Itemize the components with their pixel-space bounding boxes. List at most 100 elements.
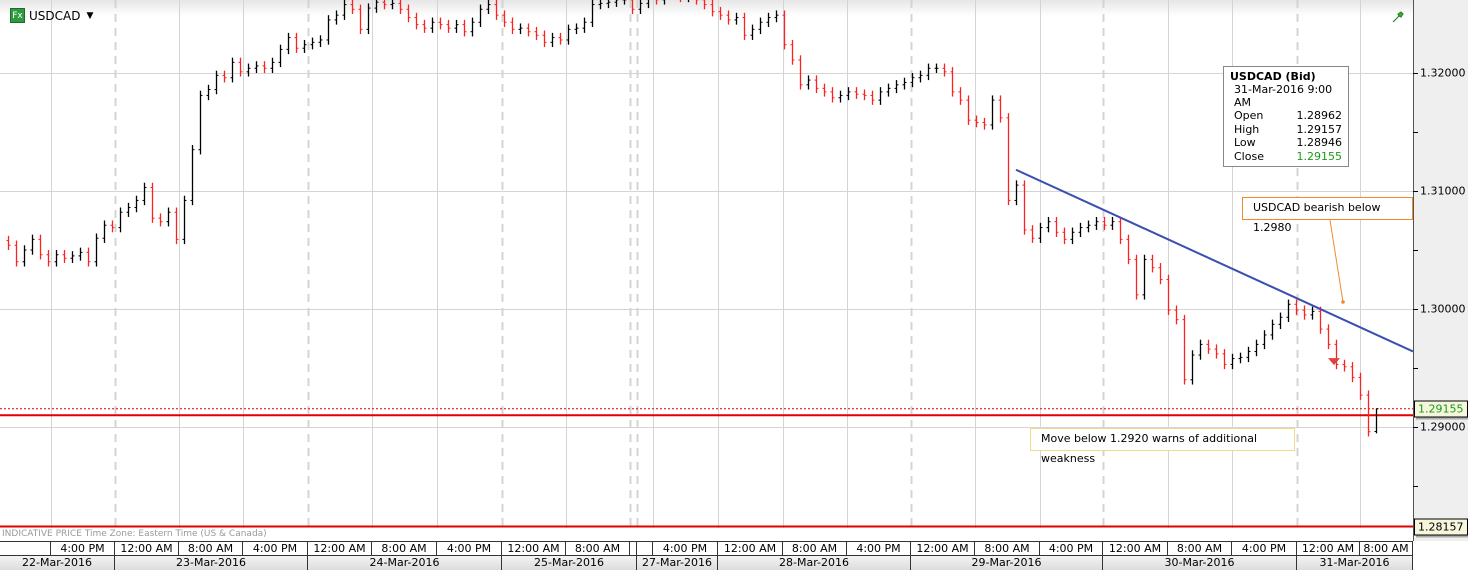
ohlc-bar[interactable] [942, 63, 947, 77]
ohlc-bar[interactable] [278, 44, 283, 68]
ohlc-bar[interactable] [134, 195, 139, 213]
ohlc-bar[interactable] [742, 12, 747, 40]
ohlc-bar[interactable] [1238, 352, 1243, 364]
ohlc-bar[interactable] [294, 32, 299, 53]
ohlc-bar[interactable] [662, 0, 667, 5]
ohlc-bar[interactable] [846, 87, 851, 101]
ohlc-bar[interactable] [766, 12, 771, 27]
ohlc-bar[interactable] [1358, 372, 1363, 400]
ohlc-bar[interactable] [926, 63, 931, 81]
ohlc-bar[interactable] [534, 26, 539, 40]
ohlc-bar[interactable] [1158, 262, 1163, 285]
ohlc-bar[interactable] [150, 182, 155, 223]
ohlc-bar[interactable] [22, 245, 27, 267]
ohlc-bar[interactable] [342, 0, 347, 20]
ohlc-bar[interactable] [334, 10, 339, 25]
ohlc-bar[interactable] [1118, 216, 1123, 245]
ohlc-bar[interactable] [854, 87, 859, 99]
ohlc-bar[interactable] [286, 32, 291, 55]
ohlc-bar[interactable] [510, 17, 515, 35]
ohlc-bar[interactable] [198, 90, 203, 155]
ohlc-bar[interactable] [702, 0, 707, 10]
price-chart[interactable] [0, 0, 1413, 541]
ohlc-bar[interactable] [822, 83, 827, 97]
ohlc-bar[interactable] [46, 250, 51, 267]
ohlc-bar[interactable] [982, 117, 987, 130]
ohlc-bar[interactable] [774, 10, 779, 23]
ohlc-bar[interactable] [1342, 359, 1347, 372]
ohlc-bar[interactable] [422, 19, 427, 33]
ohlc-bar[interactable] [1062, 227, 1067, 245]
ohlc-bar[interactable] [1102, 216, 1107, 230]
ohlc-bar[interactable] [238, 57, 243, 77]
ohlc-bar[interactable] [1206, 339, 1211, 354]
ohlc-bar[interactable] [814, 75, 819, 94]
ohlc-bar[interactable] [630, 0, 635, 14]
ohlc-bar[interactable] [1270, 319, 1275, 340]
ohlc-bar[interactable] [974, 115, 979, 128]
ohlc-bar[interactable] [590, 0, 595, 27]
ohlc-bar[interactable] [142, 182, 147, 206]
ohlc-bar[interactable] [870, 90, 875, 105]
ohlc-bar[interactable] [750, 24, 755, 40]
ohlc-bar[interactable] [94, 233, 99, 267]
ohlc-bar[interactable] [438, 17, 443, 30]
ohlc-bar[interactable] [270, 57, 275, 73]
ohlc-bar[interactable] [950, 67, 955, 97]
ohlc-bar[interactable] [646, 0, 651, 9]
ohlc-bar[interactable] [998, 95, 1003, 123]
caret-down-icon[interactable]: ▼ [86, 10, 94, 21]
ohlc-bar[interactable] [230, 57, 235, 83]
ohlc-bar[interactable] [518, 23, 523, 35]
ohlc-bar[interactable] [934, 63, 939, 73]
ohlc-bar[interactable] [687, 0, 691, 3]
ohlc-bar[interactable] [366, 3, 371, 35]
ohlc-bar[interactable] [1142, 254, 1147, 300]
ohlc-bar[interactable] [1190, 350, 1195, 385]
ohlc-bar[interactable] [1254, 339, 1259, 357]
ohlc-bar[interactable] [102, 220, 107, 243]
ohlc-bar[interactable] [1374, 408, 1379, 434]
ohlc-bar[interactable] [1366, 390, 1371, 437]
symbol-selector[interactable]: Fx USDCAD ▼ [10, 8, 93, 23]
ohlc-bar[interactable] [310, 37, 315, 50]
ohlc-bar[interactable] [838, 90, 843, 103]
ohlc-bar[interactable] [502, 10, 507, 27]
ohlc-bar[interactable] [1030, 225, 1035, 243]
ohlc-bar[interactable] [390, 0, 395, 10]
ohlc-bar[interactable] [1078, 222, 1083, 238]
ohlc-bar[interactable] [1198, 339, 1203, 360]
ohlc-bar[interactable] [38, 234, 43, 260]
ohlc-bar[interactable] [222, 70, 227, 83]
ohlc-bar[interactable] [1182, 314, 1187, 385]
ohlc-bar[interactable] [174, 207, 179, 245]
ohlc-bar[interactable] [598, 0, 603, 10]
ohlc-bar[interactable] [886, 83, 891, 97]
ohlc-bar[interactable] [526, 23, 531, 37]
ohlc-bar[interactable] [166, 207, 171, 227]
ohlc-bar[interactable] [910, 73, 915, 88]
ohlc-bar[interactable] [182, 195, 187, 245]
ohlc-bar[interactable] [1230, 353, 1235, 370]
ohlc-bar[interactable] [1334, 339, 1339, 370]
ohlc-bar[interactable] [190, 144, 195, 206]
ohlc-bar[interactable] [462, 19, 467, 37]
ohlc-bar[interactable] [6, 235, 11, 250]
ohlc-bar[interactable] [62, 250, 67, 263]
ohlc-bar[interactable] [1350, 362, 1355, 383]
ohlc-bar[interactable] [606, 0, 611, 9]
ohlc-bar[interactable] [1166, 274, 1171, 315]
ohlc-bar[interactable] [158, 213, 163, 227]
ohlc-bar[interactable] [966, 95, 971, 125]
ohlc-bar[interactable] [1134, 254, 1139, 300]
ohlc-bar[interactable] [710, 0, 715, 17]
ohlc-bar[interactable] [70, 251, 75, 263]
ohlc-bar[interactable] [318, 35, 323, 48]
ohlc-bar[interactable] [622, 0, 627, 5]
ohlc-bar[interactable] [830, 87, 835, 103]
ohlc-bar[interactable] [1326, 324, 1331, 350]
ohlc-bar[interactable] [486, 0, 491, 14]
ohlc-bar[interactable] [1038, 222, 1043, 243]
ohlc-bar[interactable] [1222, 349, 1227, 370]
ohlc-bar[interactable] [542, 30, 547, 48]
